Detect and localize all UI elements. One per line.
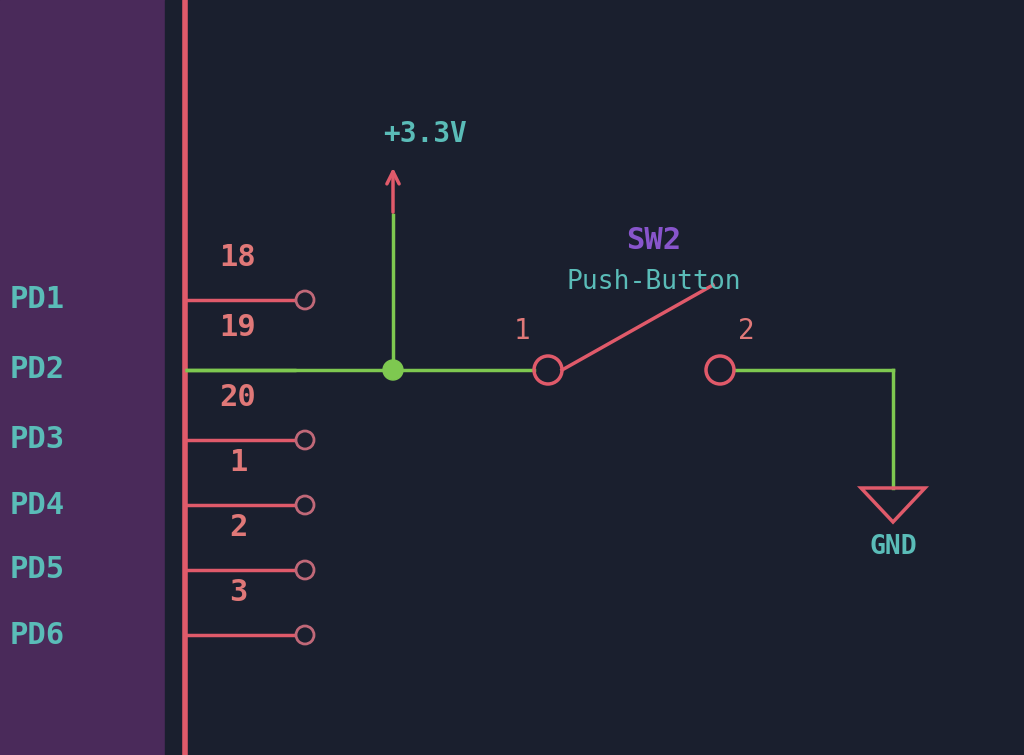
Bar [165, 0, 1024, 755]
Text: 1: 1 [228, 448, 247, 477]
Text: 20: 20 [219, 383, 256, 412]
Text: PD5: PD5 [10, 556, 66, 584]
Text: 2: 2 [738, 317, 755, 345]
Text: GND: GND [869, 534, 916, 560]
Text: PD6: PD6 [10, 621, 66, 649]
Circle shape [383, 360, 403, 380]
Text: PD1: PD1 [10, 285, 66, 315]
Text: PD2: PD2 [10, 356, 66, 384]
Text: Push-Button: Push-Button [566, 269, 741, 295]
Text: SW2: SW2 [627, 226, 682, 255]
Text: 19: 19 [219, 313, 256, 342]
Bar [0, 0, 165, 755]
Text: PD3: PD3 [10, 426, 66, 455]
Text: +3.3V: +3.3V [383, 120, 467, 148]
Text: PD4: PD4 [10, 491, 66, 519]
Text: 2: 2 [228, 513, 247, 542]
Text: 18: 18 [219, 243, 256, 272]
Text: 3: 3 [228, 578, 247, 607]
Text: 1: 1 [513, 317, 530, 345]
